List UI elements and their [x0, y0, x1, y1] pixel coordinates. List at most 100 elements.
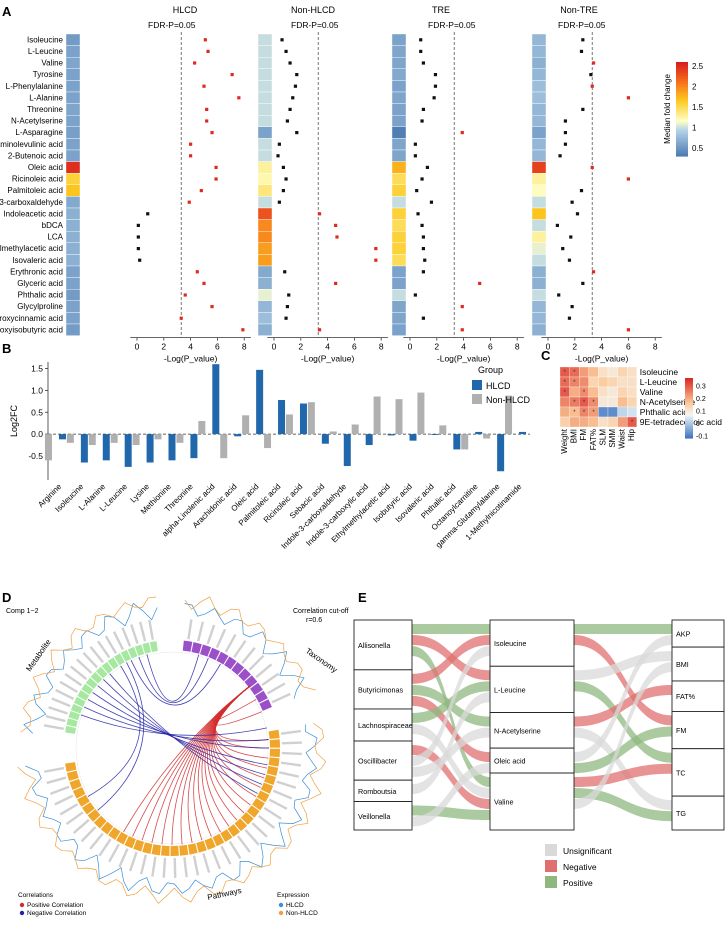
heat-cell: [391, 196, 407, 209]
colorbar-segment: [685, 387, 693, 390]
heat-cell: [257, 242, 273, 255]
colorbar-segment: [676, 129, 688, 132]
circos-legend-negative: Negative Correlation: [27, 910, 87, 917]
sankey-legend-swatch: [545, 844, 557, 856]
x-tick-label: 6: [352, 342, 357, 352]
heat-cell: [257, 265, 273, 278]
negative-correlation-link: [87, 665, 141, 797]
pathway-segment: [266, 765, 279, 776]
circos-legend-positive: Positive Correlation: [27, 902, 84, 909]
taxonomy-segment: [182, 640, 193, 652]
colorbar-segment: [676, 77, 688, 80]
taxonomy-segment: [231, 662, 245, 676]
colorbar-segment: [676, 96, 688, 99]
colorbar-segment: [676, 76, 688, 79]
colorbar-segment: [676, 152, 688, 156]
volcano-point: [285, 305, 289, 309]
volcano-point: [288, 107, 292, 111]
heat-cell: [531, 33, 547, 46]
heat-cell: [257, 103, 273, 116]
feature-label-bar: [183, 857, 188, 878]
volcano-point: [202, 281, 206, 285]
trait-node: [671, 646, 725, 682]
significance-star: *: [592, 400, 595, 406]
sankey-legend-label: Negative: [563, 862, 597, 872]
negative-correlation-link: [109, 673, 258, 794]
volcano-point: [419, 49, 423, 53]
pathway-segment: [108, 827, 121, 840]
bar-hlcd: [80, 434, 88, 463]
colorbar-segment: [676, 112, 688, 115]
feature-label-bar: [64, 672, 83, 687]
volcano-point: [187, 200, 191, 204]
metabolite-segment: [66, 718, 78, 727]
corr-cell: [607, 386, 618, 398]
bar-non-hlcd: [285, 414, 293, 435]
colorbar-segment: [676, 93, 688, 96]
heat-cell: [391, 149, 407, 162]
bar-non-hlcd: [176, 434, 184, 443]
feature-label-bar: [244, 829, 260, 846]
feature-label-bar: [43, 766, 65, 773]
circos-legend-corr-title: Correlations: [18, 892, 54, 899]
feature-label-bar: [43, 724, 64, 730]
corr-cell: [598, 366, 609, 378]
colorbar-segment: [685, 421, 693, 424]
heat-cell: [531, 91, 547, 104]
feature-label-bar: [241, 647, 256, 664]
panel-b-bar-chart: 1.51.00.50.0-0.5Log2FCArginineIsoleucine…: [9, 362, 531, 551]
heat-cell: [391, 207, 407, 220]
volcano-point: [425, 165, 430, 169]
colorbar-segment: [676, 135, 688, 138]
colorbar-segment: [685, 429, 693, 432]
colorbar-segment: [685, 403, 693, 406]
volcano-point: [413, 293, 417, 297]
significance-star: *: [583, 390, 586, 396]
volcano-point: [581, 38, 585, 42]
bar-hlcd: [299, 403, 307, 435]
heat-cell: [531, 114, 547, 127]
heat-cell: [65, 138, 81, 151]
bar-non-hlcd: [154, 434, 162, 440]
feature-label-bar: [266, 682, 286, 695]
feature-label-bar: [72, 819, 90, 834]
colorbar-segment: [685, 378, 693, 381]
bar-hlcd: [102, 434, 110, 461]
heat-cell: [531, 149, 547, 162]
colorbar-segment: [685, 402, 693, 405]
volcano-point: [317, 328, 322, 332]
volcano-point: [460, 328, 464, 332]
volcano-point: [413, 142, 417, 146]
column-label: SMM: [608, 429, 617, 448]
bar-hlcd: [58, 434, 66, 440]
panel-e-sankey: Allisonella Butyricimonas Lachnospiraceae O…: [353, 619, 725, 888]
corr-cell: [588, 376, 599, 388]
volcano-point: [575, 212, 580, 216]
y-tick-label: 1.5: [31, 364, 43, 374]
volcano-point: [205, 107, 209, 111]
feature-label-bar: [139, 621, 147, 642]
bar-non-hlcd: [66, 434, 74, 443]
colorbar-segment: [676, 118, 688, 121]
metabolite-segment: [90, 672, 103, 684]
feature-label-bar: [130, 624, 139, 644]
colorbar-segment: [685, 396, 693, 399]
heat-cell: [257, 126, 273, 139]
x-axis-label: -Log(P_value): [437, 354, 491, 364]
taxon-node-label: Lachnospiraceae: [358, 721, 413, 730]
column-label: BMI: [570, 429, 579, 443]
pathway-segment: [269, 739, 280, 748]
heat-cell: [391, 138, 407, 151]
volcano-point: [136, 247, 140, 251]
volcano-point: [293, 84, 298, 88]
feature-label-bar: [248, 654, 265, 671]
circos-sector-taxonomy: Taxonomy: [304, 646, 339, 674]
volcano-point: [281, 165, 285, 169]
metabolite-node: [489, 772, 575, 831]
metabolite-segment: [127, 646, 138, 659]
heat-cell: [531, 103, 547, 116]
heat-cell: [531, 289, 547, 302]
fdr-label: FDR-P=0.05: [291, 20, 339, 30]
corr-cell: [627, 376, 637, 388]
volcano-point: [276, 154, 280, 158]
